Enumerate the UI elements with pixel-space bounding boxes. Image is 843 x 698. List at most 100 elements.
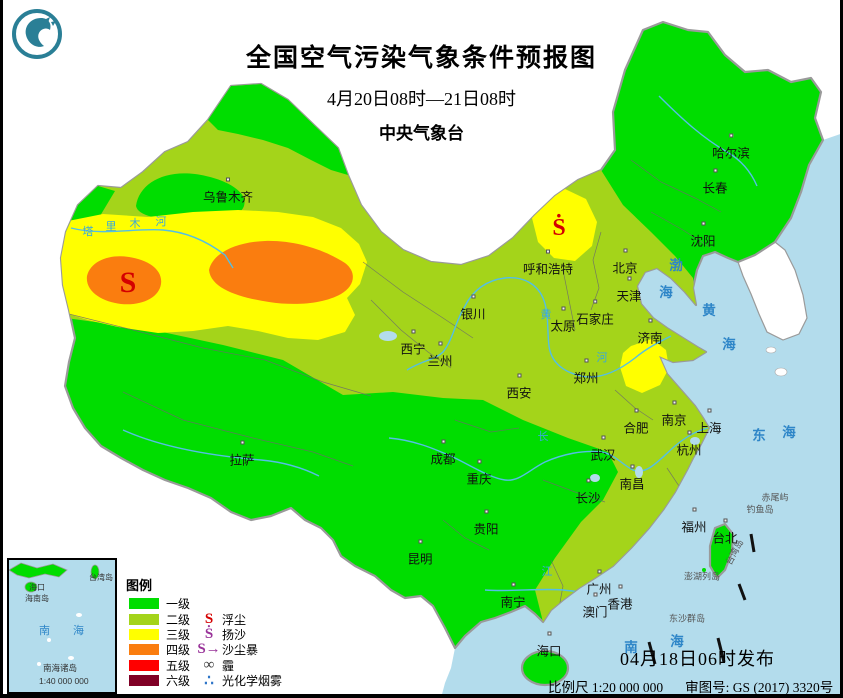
legend-level-label: 五级 <box>166 658 191 673</box>
legend-symbol-label: 霾 <box>222 658 235 673</box>
city-marker <box>706 408 711 413</box>
sea-label: 南 <box>624 640 638 655</box>
river-label: 江 <box>541 566 553 578</box>
city-marker <box>700 221 705 226</box>
city-marker <box>617 584 622 589</box>
city-label: 沈阳 <box>690 221 716 250</box>
city-label: 长沙 <box>575 478 601 507</box>
legend-row: 二级 S 浮尘 <box>121 610 353 627</box>
city-label: 杭州 <box>676 430 702 459</box>
inset-islands-label: 南海诸岛 <box>43 663 78 673</box>
island-label: 钓鱼岛 <box>746 504 774 515</box>
china-forecast-map <box>59 20 840 694</box>
legend-title: 图例 <box>126 578 153 593</box>
penghu-islet <box>702 568 706 572</box>
sea-label: 渤 <box>669 258 683 273</box>
city-marker <box>417 539 422 544</box>
city-marker <box>510 582 515 587</box>
blowing-sand-symbol: Ṡ <box>552 215 566 241</box>
city-marker <box>626 276 631 281</box>
bottom-info: 比例尺 1:20 000 000 审图号: GS (2017) 3320号 <box>548 676 840 695</box>
river-label: 黄 <box>540 309 552 321</box>
sea-of-japan <box>738 134 840 282</box>
city-label: 哈尔滨 <box>712 133 750 162</box>
city-label: 兰州 <box>427 341 453 370</box>
legend-level-label: 六级 <box>166 674 191 689</box>
city-label: 昆明 <box>407 539 433 568</box>
city-label: 西宁 <box>400 329 426 358</box>
island-label: 东沙群岛 <box>668 613 706 624</box>
inset-sea-label: 南 海 <box>39 625 95 637</box>
city-label: 台北 <box>712 518 738 547</box>
city-label: 香港 <box>607 584 633 613</box>
city-marker <box>583 358 588 363</box>
legend-level-label: 三级 <box>166 627 191 642</box>
city-marker <box>633 408 638 413</box>
region-level3-hohhot <box>532 189 597 261</box>
island-label: 澎湖列岛 <box>683 571 721 582</box>
sea-label: 黄 <box>702 303 716 318</box>
city-label: 长春 <box>702 168 728 197</box>
city-label: 澳门 <box>582 592 608 621</box>
city-label: 南宁 <box>500 582 526 611</box>
city-marker <box>585 478 590 483</box>
city-marker <box>483 509 488 514</box>
city-label: 成都 <box>430 439 456 468</box>
city-marker <box>437 341 442 346</box>
city-label: 西安 <box>506 373 532 402</box>
city-label: 福州 <box>681 507 707 536</box>
river-label: 河 <box>596 352 608 364</box>
inset-taiwan-label: 台湾岛 <box>89 573 113 582</box>
dust-symbol: S <box>204 610 214 627</box>
map-scale-label: 比例尺 1:20 000 000 <box>548 680 664 695</box>
region-level3-shandong <box>620 339 669 393</box>
city-label: 银川 <box>460 294 486 323</box>
dust-symbol: S <box>119 266 137 299</box>
legend-row: 一级 <box>121 596 353 611</box>
city-marker <box>239 440 244 445</box>
city-marker <box>712 168 717 173</box>
city-marker <box>410 329 415 334</box>
city-marker <box>476 459 481 464</box>
haze-symbol: ∞ <box>203 656 215 673</box>
river-label: 河 <box>155 216 167 228</box>
city-marker <box>592 299 597 304</box>
city-label: 南京 <box>661 400 687 429</box>
sea-label: 海 <box>722 337 736 352</box>
city-marker <box>470 294 475 299</box>
east-and-south-china-sea <box>442 252 840 694</box>
legend-symbol-label: 扬沙 <box>222 627 247 642</box>
city-marker <box>560 306 565 311</box>
legend-swatch-level2 <box>129 613 159 625</box>
legend-row: 四级 S→ 沙尘暴 <box>121 641 353 658</box>
inset-hainan-label: 海南岛 <box>25 594 49 603</box>
legend-rows: 一级 二级 S 浮尘 三级 Ṡ 扬沙 四级 S→ 沙尘暴 五级 ∞ 霾六级 ∴ 光化学烟雾 <box>121 596 353 689</box>
legend-swatch-level6 <box>129 675 159 687</box>
inset-scale-label: 1:40 000 000 <box>39 676 89 686</box>
legend-swatch-level1 <box>129 598 159 610</box>
region-level4-central <box>209 240 353 304</box>
legend-symbol-label: 光化学烟雾 <box>222 674 283 689</box>
legend-row: 六级 ∴ 光化学烟雾 <box>121 673 353 689</box>
city-marker <box>596 569 601 574</box>
city-label: 呼和浩特 <box>523 249 573 278</box>
islet <box>765 346 777 354</box>
nine-dash-line <box>647 533 756 665</box>
south-china-sea-inset: 台湾岛 海口 海南岛 南 海 南海诸岛 1:40 000 000 <box>7 558 117 694</box>
city-label: 济南 <box>637 318 663 347</box>
legend-symbol-label: 浮尘 <box>222 612 247 627</box>
city-marker <box>600 435 605 440</box>
legend-swatch-level4 <box>129 644 159 656</box>
city-label: 乌鲁木齐 <box>203 177 253 206</box>
approval-number: 审图号: GS (2017) 3320号 <box>685 680 834 695</box>
city-marker <box>546 631 551 636</box>
legend-symbol-label: 沙尘暴 <box>222 643 259 658</box>
city-marker <box>225 177 230 182</box>
legend-level-label: 四级 <box>166 643 191 658</box>
city-marker <box>722 518 727 523</box>
release-time: 04月18日06时发布 <box>620 649 775 669</box>
sea-label: 海 <box>782 425 796 440</box>
sea-label: 海 <box>670 634 684 649</box>
region-level1-altai <box>208 84 348 175</box>
